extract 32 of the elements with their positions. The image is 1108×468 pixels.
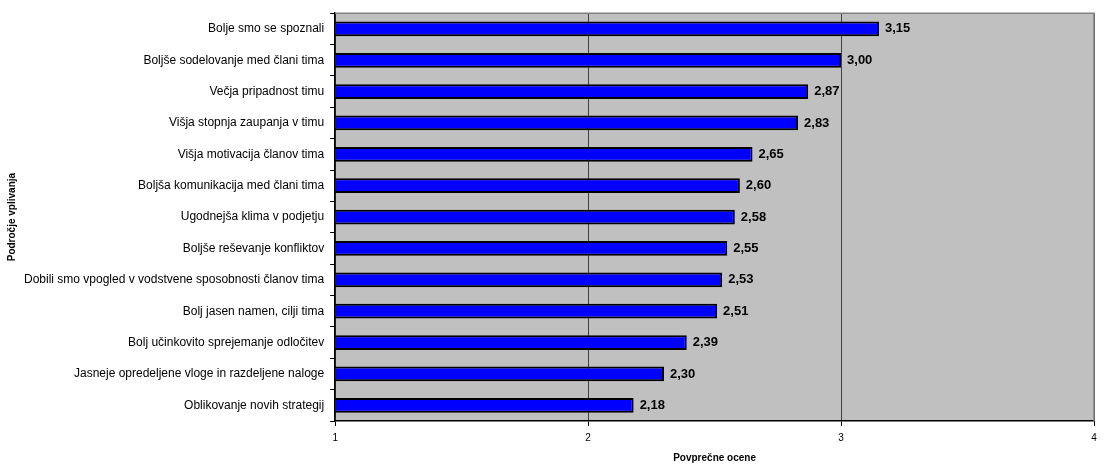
data-label: 2,30	[669, 365, 696, 381]
data-label: 2,51	[723, 302, 749, 318]
x-tick-label: 3	[838, 431, 845, 443]
y-tick-label: Oblikovanje novih strategij	[184, 397, 325, 412]
data-label: 3,00	[847, 51, 873, 67]
y-tick-label: Višja motivacija članov tima	[177, 146, 325, 161]
data-label: 2,53	[728, 271, 754, 287]
y-tick-label: Bolje smo se spoznali	[208, 21, 325, 36]
x-tick-label: 1	[332, 431, 339, 443]
y-tick-label: Višja stopnja zaupanja v timu	[168, 115, 325, 130]
data-label: 3,15	[884, 20, 911, 36]
x-axis-title: Povprečne ocene	[673, 451, 757, 463]
data-label: 2,60	[745, 177, 772, 193]
x-tick-label: 4	[1091, 431, 1098, 443]
data-label: 2,55	[733, 240, 759, 256]
data-label: 2,39	[692, 334, 719, 350]
data-label: 2,65	[758, 145, 784, 161]
y-tick-label: Dobili smo vpogled v vodstvene sposobnosti članov tima	[23, 272, 325, 287]
y-tick-label: Bolj učinkovito sprejemanje odločitev	[128, 334, 325, 349]
y-tick-label: Večja pripadnost timu	[209, 83, 325, 98]
data-label: 2,18	[639, 396, 665, 412]
data-label: 2,87	[814, 83, 840, 99]
y-tick-label: Boljše reševanje konfliktov	[182, 240, 325, 255]
y-tick-label: Boljša komunikacija med člani tima	[138, 178, 325, 193]
y-tick-label: Ugodnejša klima v podjetju	[180, 209, 325, 224]
y-axis-title: Področje vplivanja	[5, 172, 17, 262]
data-label: 2,58	[740, 208, 767, 224]
y-tick-label: Bolj jasen namen, cilji tima	[182, 303, 325, 318]
y-tick-label: Jasneje opredeljene vloge in razdeljene naloge	[73, 366, 325, 381]
y-tick-label: Boljše sodelovanje med člani tima	[143, 52, 325, 67]
data-label: 2,83	[804, 114, 830, 130]
x-tick-label: 2	[585, 431, 592, 443]
